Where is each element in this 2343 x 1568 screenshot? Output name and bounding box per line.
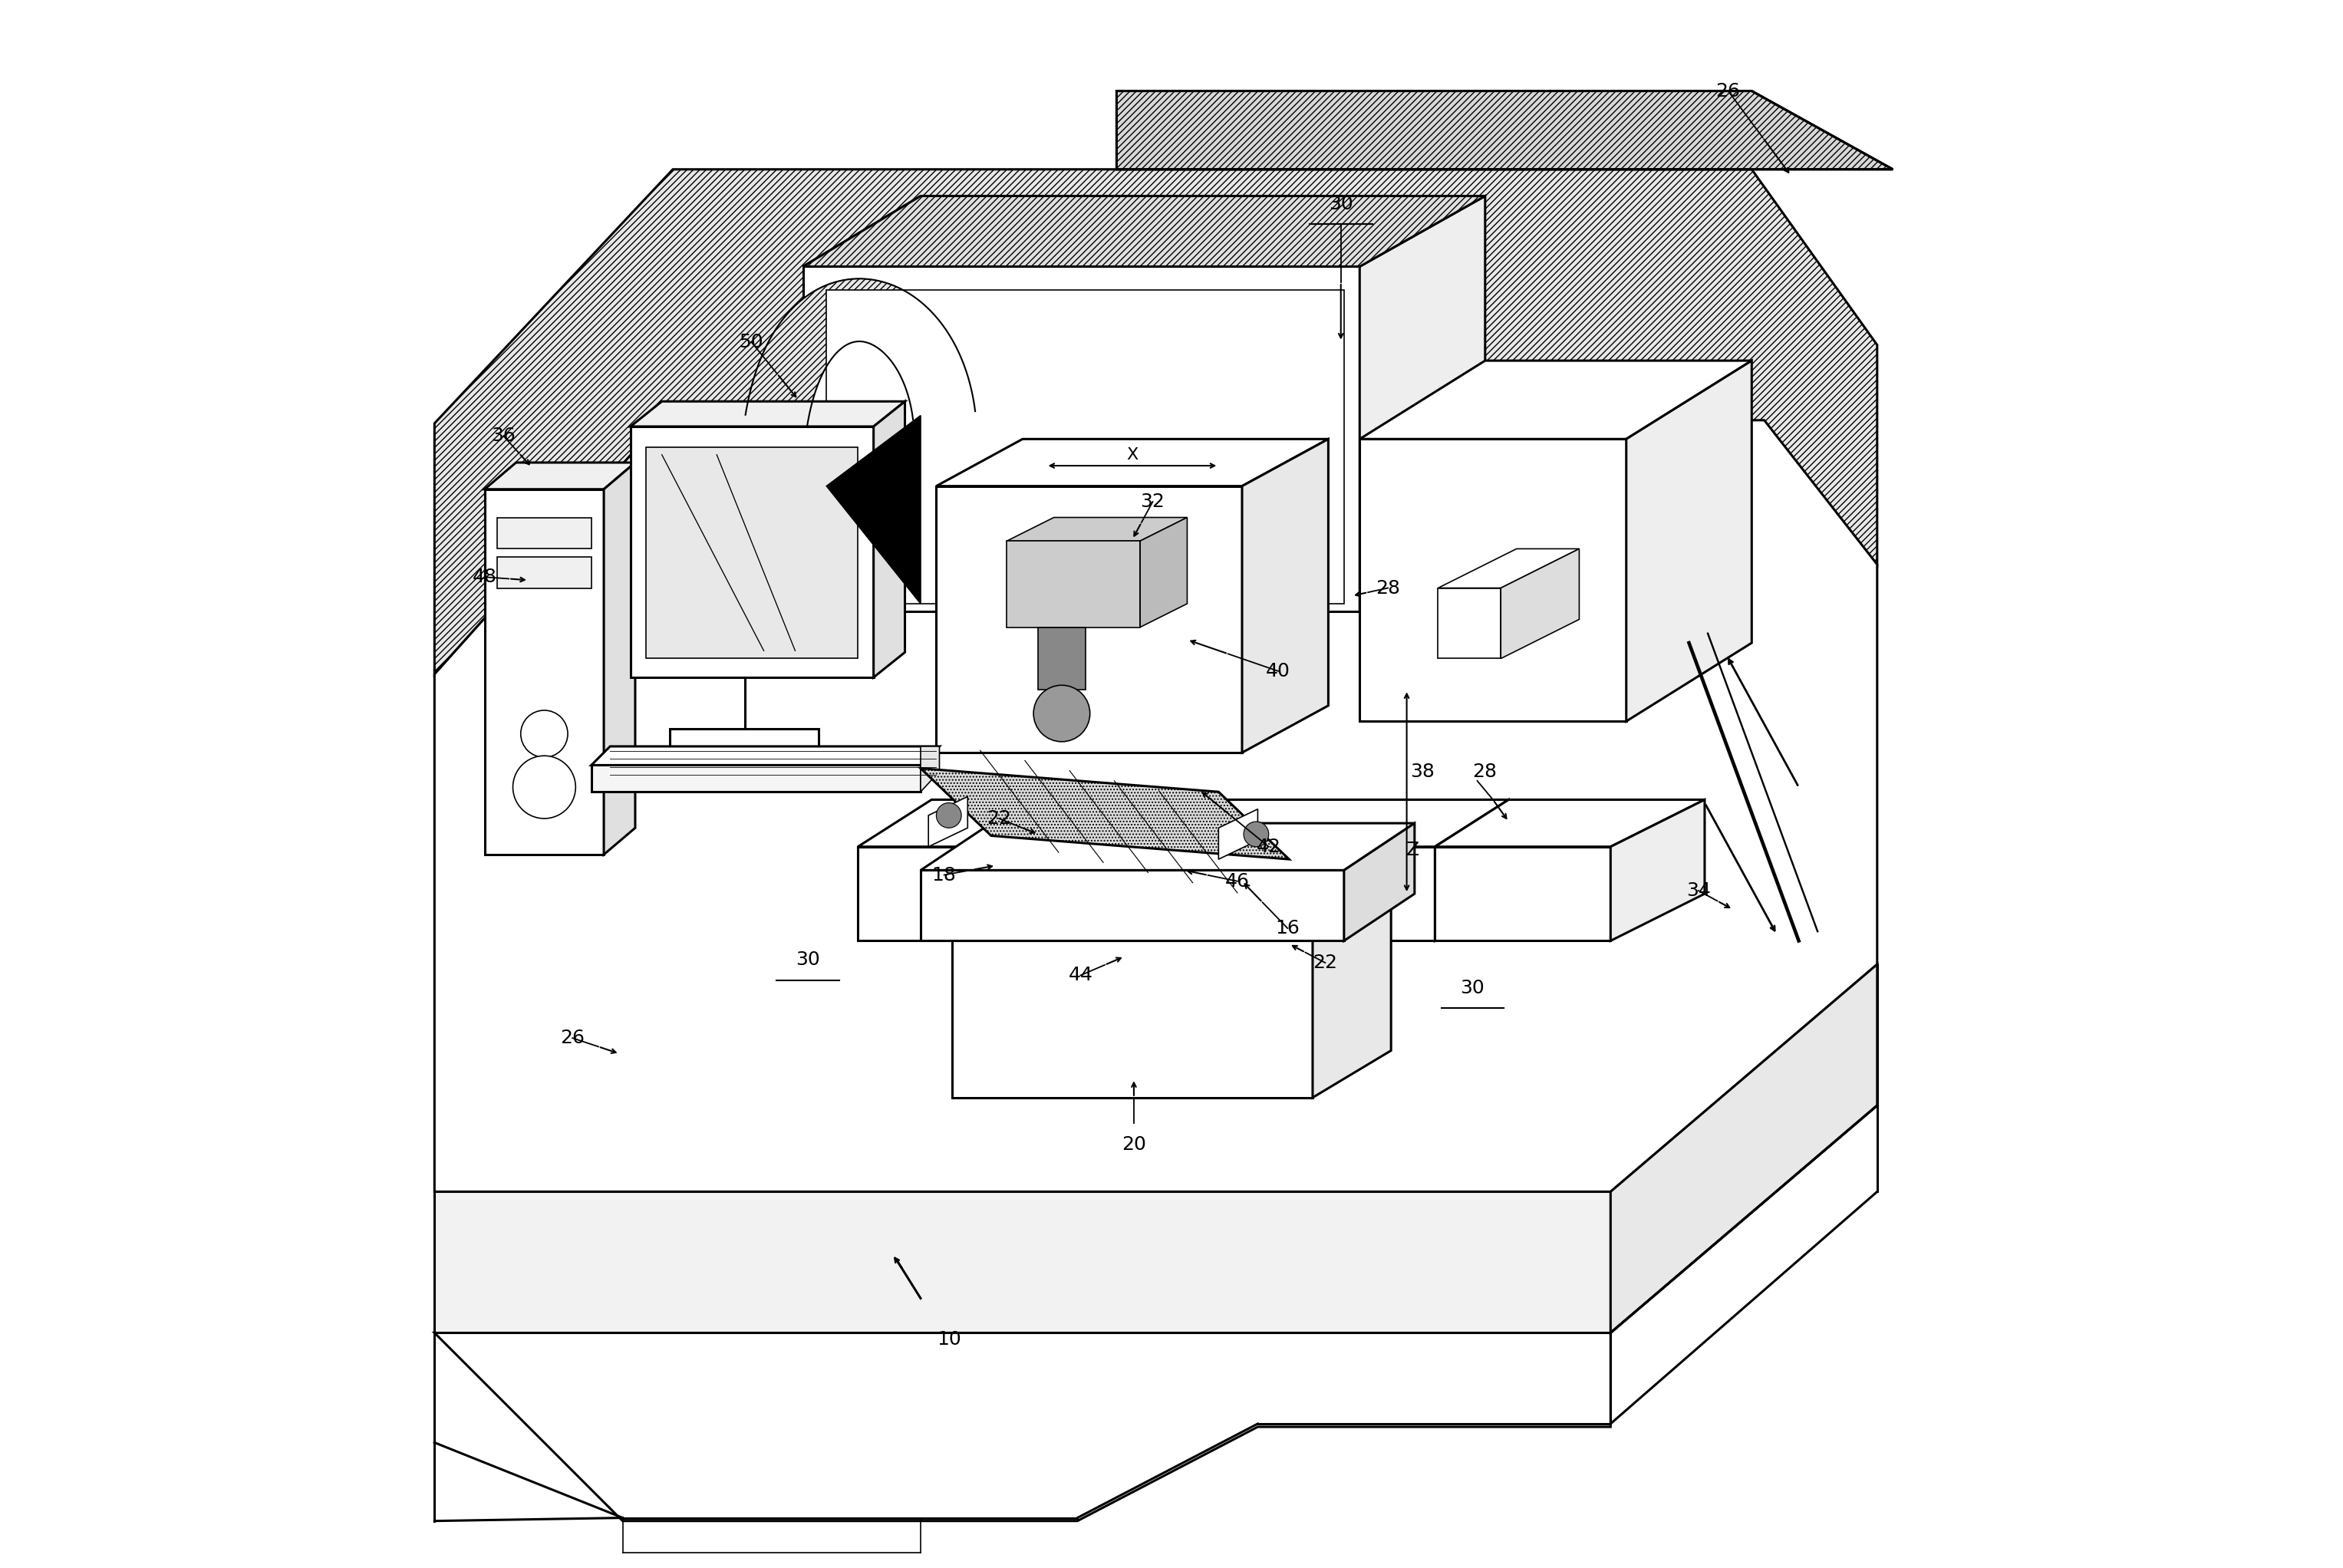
Polygon shape	[1345, 823, 1415, 941]
Polygon shape	[951, 894, 1392, 941]
Polygon shape	[937, 439, 1328, 486]
Text: 26: 26	[1715, 82, 1741, 100]
Polygon shape	[604, 463, 635, 855]
Polygon shape	[921, 823, 1415, 870]
Polygon shape	[647, 447, 858, 659]
Polygon shape	[1610, 800, 1706, 941]
Text: 50: 50	[738, 332, 764, 351]
Text: 28: 28	[1375, 579, 1401, 597]
Polygon shape	[951, 941, 1312, 1098]
Polygon shape	[1118, 91, 1893, 169]
Polygon shape	[1626, 361, 1753, 721]
Polygon shape	[1439, 588, 1502, 659]
Text: Z: Z	[1406, 840, 1420, 859]
Polygon shape	[1141, 517, 1188, 627]
Polygon shape	[590, 765, 921, 792]
Polygon shape	[827, 416, 921, 604]
Polygon shape	[874, 401, 904, 677]
Text: 30: 30	[797, 950, 820, 969]
Polygon shape	[1218, 809, 1258, 859]
Circle shape	[1244, 822, 1268, 847]
Polygon shape	[1610, 964, 1877, 1333]
Text: 22: 22	[1312, 953, 1338, 972]
Polygon shape	[1007, 517, 1188, 541]
Polygon shape	[921, 768, 1289, 859]
Text: 48: 48	[473, 568, 497, 586]
Text: 46: 46	[1225, 872, 1249, 891]
Text: X: X	[1127, 447, 1139, 463]
Polygon shape	[928, 797, 968, 847]
Text: 42: 42	[1256, 837, 1282, 856]
Polygon shape	[921, 746, 940, 792]
Text: 40: 40	[1265, 662, 1291, 681]
Polygon shape	[1007, 541, 1141, 627]
Text: 22: 22	[986, 809, 1012, 828]
Polygon shape	[921, 870, 1345, 941]
Polygon shape	[1312, 894, 1392, 1098]
Polygon shape	[1359, 439, 1626, 721]
Polygon shape	[804, 196, 1485, 267]
Polygon shape	[1434, 847, 1610, 941]
Text: 32: 32	[1141, 492, 1164, 511]
Polygon shape	[804, 196, 1485, 267]
Polygon shape	[630, 426, 874, 677]
Circle shape	[520, 710, 567, 757]
Text: 26: 26	[560, 1029, 586, 1047]
Text: 30: 30	[1460, 978, 1485, 997]
Polygon shape	[670, 729, 818, 753]
Circle shape	[937, 803, 961, 828]
Text: 36: 36	[492, 426, 515, 445]
Polygon shape	[1502, 549, 1579, 659]
Polygon shape	[1434, 800, 1706, 847]
Text: 16: 16	[1275, 919, 1300, 938]
Text: 18: 18	[933, 866, 956, 884]
Polygon shape	[745, 279, 975, 425]
Polygon shape	[827, 290, 1345, 604]
Text: 38: 38	[1410, 762, 1434, 781]
Polygon shape	[485, 463, 635, 489]
Polygon shape	[1359, 196, 1485, 612]
Polygon shape	[630, 401, 904, 426]
Polygon shape	[937, 486, 1242, 753]
Polygon shape	[590, 746, 940, 765]
Polygon shape	[433, 169, 1877, 674]
Polygon shape	[497, 517, 590, 549]
Text: 30: 30	[1328, 194, 1352, 213]
Polygon shape	[858, 847, 1434, 941]
Polygon shape	[433, 1333, 1610, 1521]
Polygon shape	[433, 420, 1877, 1192]
Polygon shape	[497, 557, 590, 588]
Polygon shape	[1359, 361, 1753, 439]
Polygon shape	[858, 800, 1509, 847]
Polygon shape	[1038, 627, 1085, 690]
Text: 28: 28	[1474, 762, 1497, 781]
Circle shape	[513, 756, 576, 818]
Text: 34: 34	[1687, 881, 1710, 900]
Text: 10: 10	[937, 1330, 961, 1348]
Polygon shape	[1434, 800, 1509, 941]
Polygon shape	[804, 267, 1359, 612]
Polygon shape	[1439, 549, 1579, 588]
Polygon shape	[433, 1192, 1610, 1333]
Circle shape	[1033, 685, 1089, 742]
Text: 44: 44	[1068, 966, 1092, 985]
Text: 20: 20	[1122, 1135, 1146, 1154]
Polygon shape	[1242, 439, 1328, 753]
Polygon shape	[485, 489, 604, 855]
